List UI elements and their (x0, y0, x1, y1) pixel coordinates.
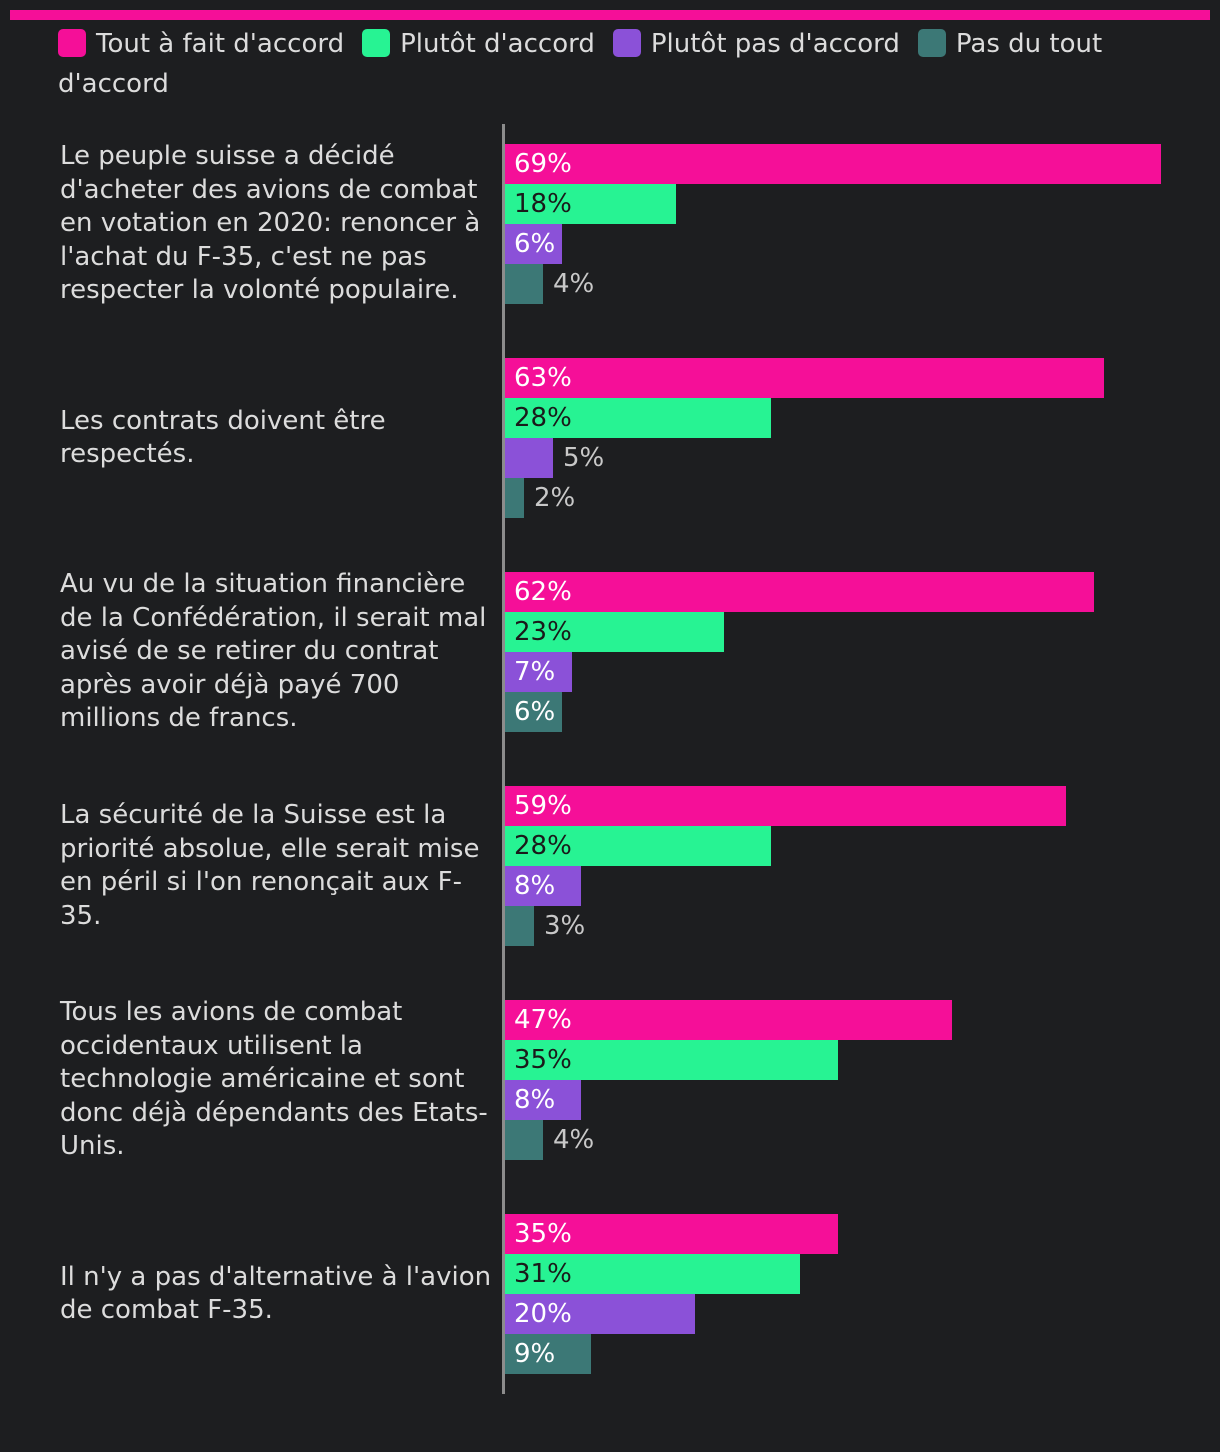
category-label: Tous les avions de combat occidentaux ut… (60, 997, 488, 1161)
data-label: 2% (534, 483, 576, 513)
data-label: 23% (514, 617, 572, 647)
data-label: 3% (544, 911, 586, 941)
legend-swatch (362, 29, 391, 57)
bar (505, 398, 771, 438)
category-label: Au vu de la situation financière de la C… (60, 569, 487, 733)
data-label: 5% (563, 443, 605, 473)
data-label: 4% (553, 1125, 595, 1155)
bar (505, 478, 524, 518)
data-label: 35% (514, 1219, 572, 1249)
top-accent-bar (10, 10, 1210, 20)
legend-swatch (612, 29, 641, 57)
bar (505, 1000, 952, 1040)
data-label: 18% (514, 189, 572, 219)
category-axis-line (502, 124, 505, 1394)
data-label: 69% (514, 149, 572, 179)
category-label: Les contrats doivent être respectés. (60, 405, 386, 470)
legend-swatch (917, 29, 946, 57)
legend: Tout à fait d'accord Plutôt d'accord Plutô… (58, 24, 1168, 104)
bar (505, 1040, 838, 1080)
legend-label: Plutôt d'accord (400, 29, 595, 59)
bar (505, 906, 534, 946)
data-label: 20% (514, 1299, 572, 1329)
bar (505, 358, 1104, 398)
bar (505, 572, 1094, 612)
bar (505, 652, 572, 692)
legend-item-3: Plutôt pas d'accord (612, 29, 900, 59)
bar (505, 264, 543, 304)
legend-item-4: Pas du tout d'accord (58, 29, 1102, 99)
bar (505, 1294, 695, 1334)
data-label: 35% (514, 1045, 572, 1075)
data-label: 7% (514, 657, 556, 687)
data-label: 62% (514, 577, 572, 607)
bar (505, 144, 1161, 184)
data-label: 6% (514, 229, 556, 259)
data-label: 6% (514, 697, 556, 727)
data-label: 63% (514, 363, 572, 393)
legend-label: Plutôt pas d'accord (650, 29, 900, 59)
data-label: 4% (553, 269, 595, 299)
bar (505, 1120, 543, 1160)
bar (505, 1214, 838, 1254)
data-label: 8% (514, 1085, 556, 1115)
legend-item-2: Plutôt d'accord (362, 29, 595, 59)
legend-swatch (58, 29, 86, 57)
category-label: Il n'y a pas d'alternative à l'avion de … (60, 1261, 492, 1326)
legend-label: Pas du tout d'accord (58, 29, 1103, 99)
legend-label: Tout à fait d'accord (96, 29, 345, 59)
bar (505, 692, 562, 732)
data-label: 8% (514, 871, 556, 901)
bar (505, 826, 771, 866)
bar (505, 438, 553, 478)
bar (505, 224, 562, 264)
bar (505, 1334, 591, 1374)
data-label: 59% (514, 791, 572, 821)
bar (505, 184, 676, 224)
data-label: 47% (514, 1005, 572, 1035)
data-label: 28% (514, 403, 572, 433)
bar (505, 1080, 581, 1120)
category-label: Le peuple suisse a décidé d'acheter des … (60, 141, 481, 305)
bar (505, 1254, 800, 1294)
bar (505, 612, 724, 652)
data-label: 31% (514, 1259, 572, 1289)
data-label: 9% (514, 1339, 556, 1369)
category-label: La sécurité de la Suisse est la priorité… (60, 800, 480, 931)
bar (505, 866, 581, 906)
bar (505, 786, 1066, 826)
data-label: 28% (514, 831, 572, 861)
legend-item-1: Tout à fait d'accord (58, 29, 344, 59)
